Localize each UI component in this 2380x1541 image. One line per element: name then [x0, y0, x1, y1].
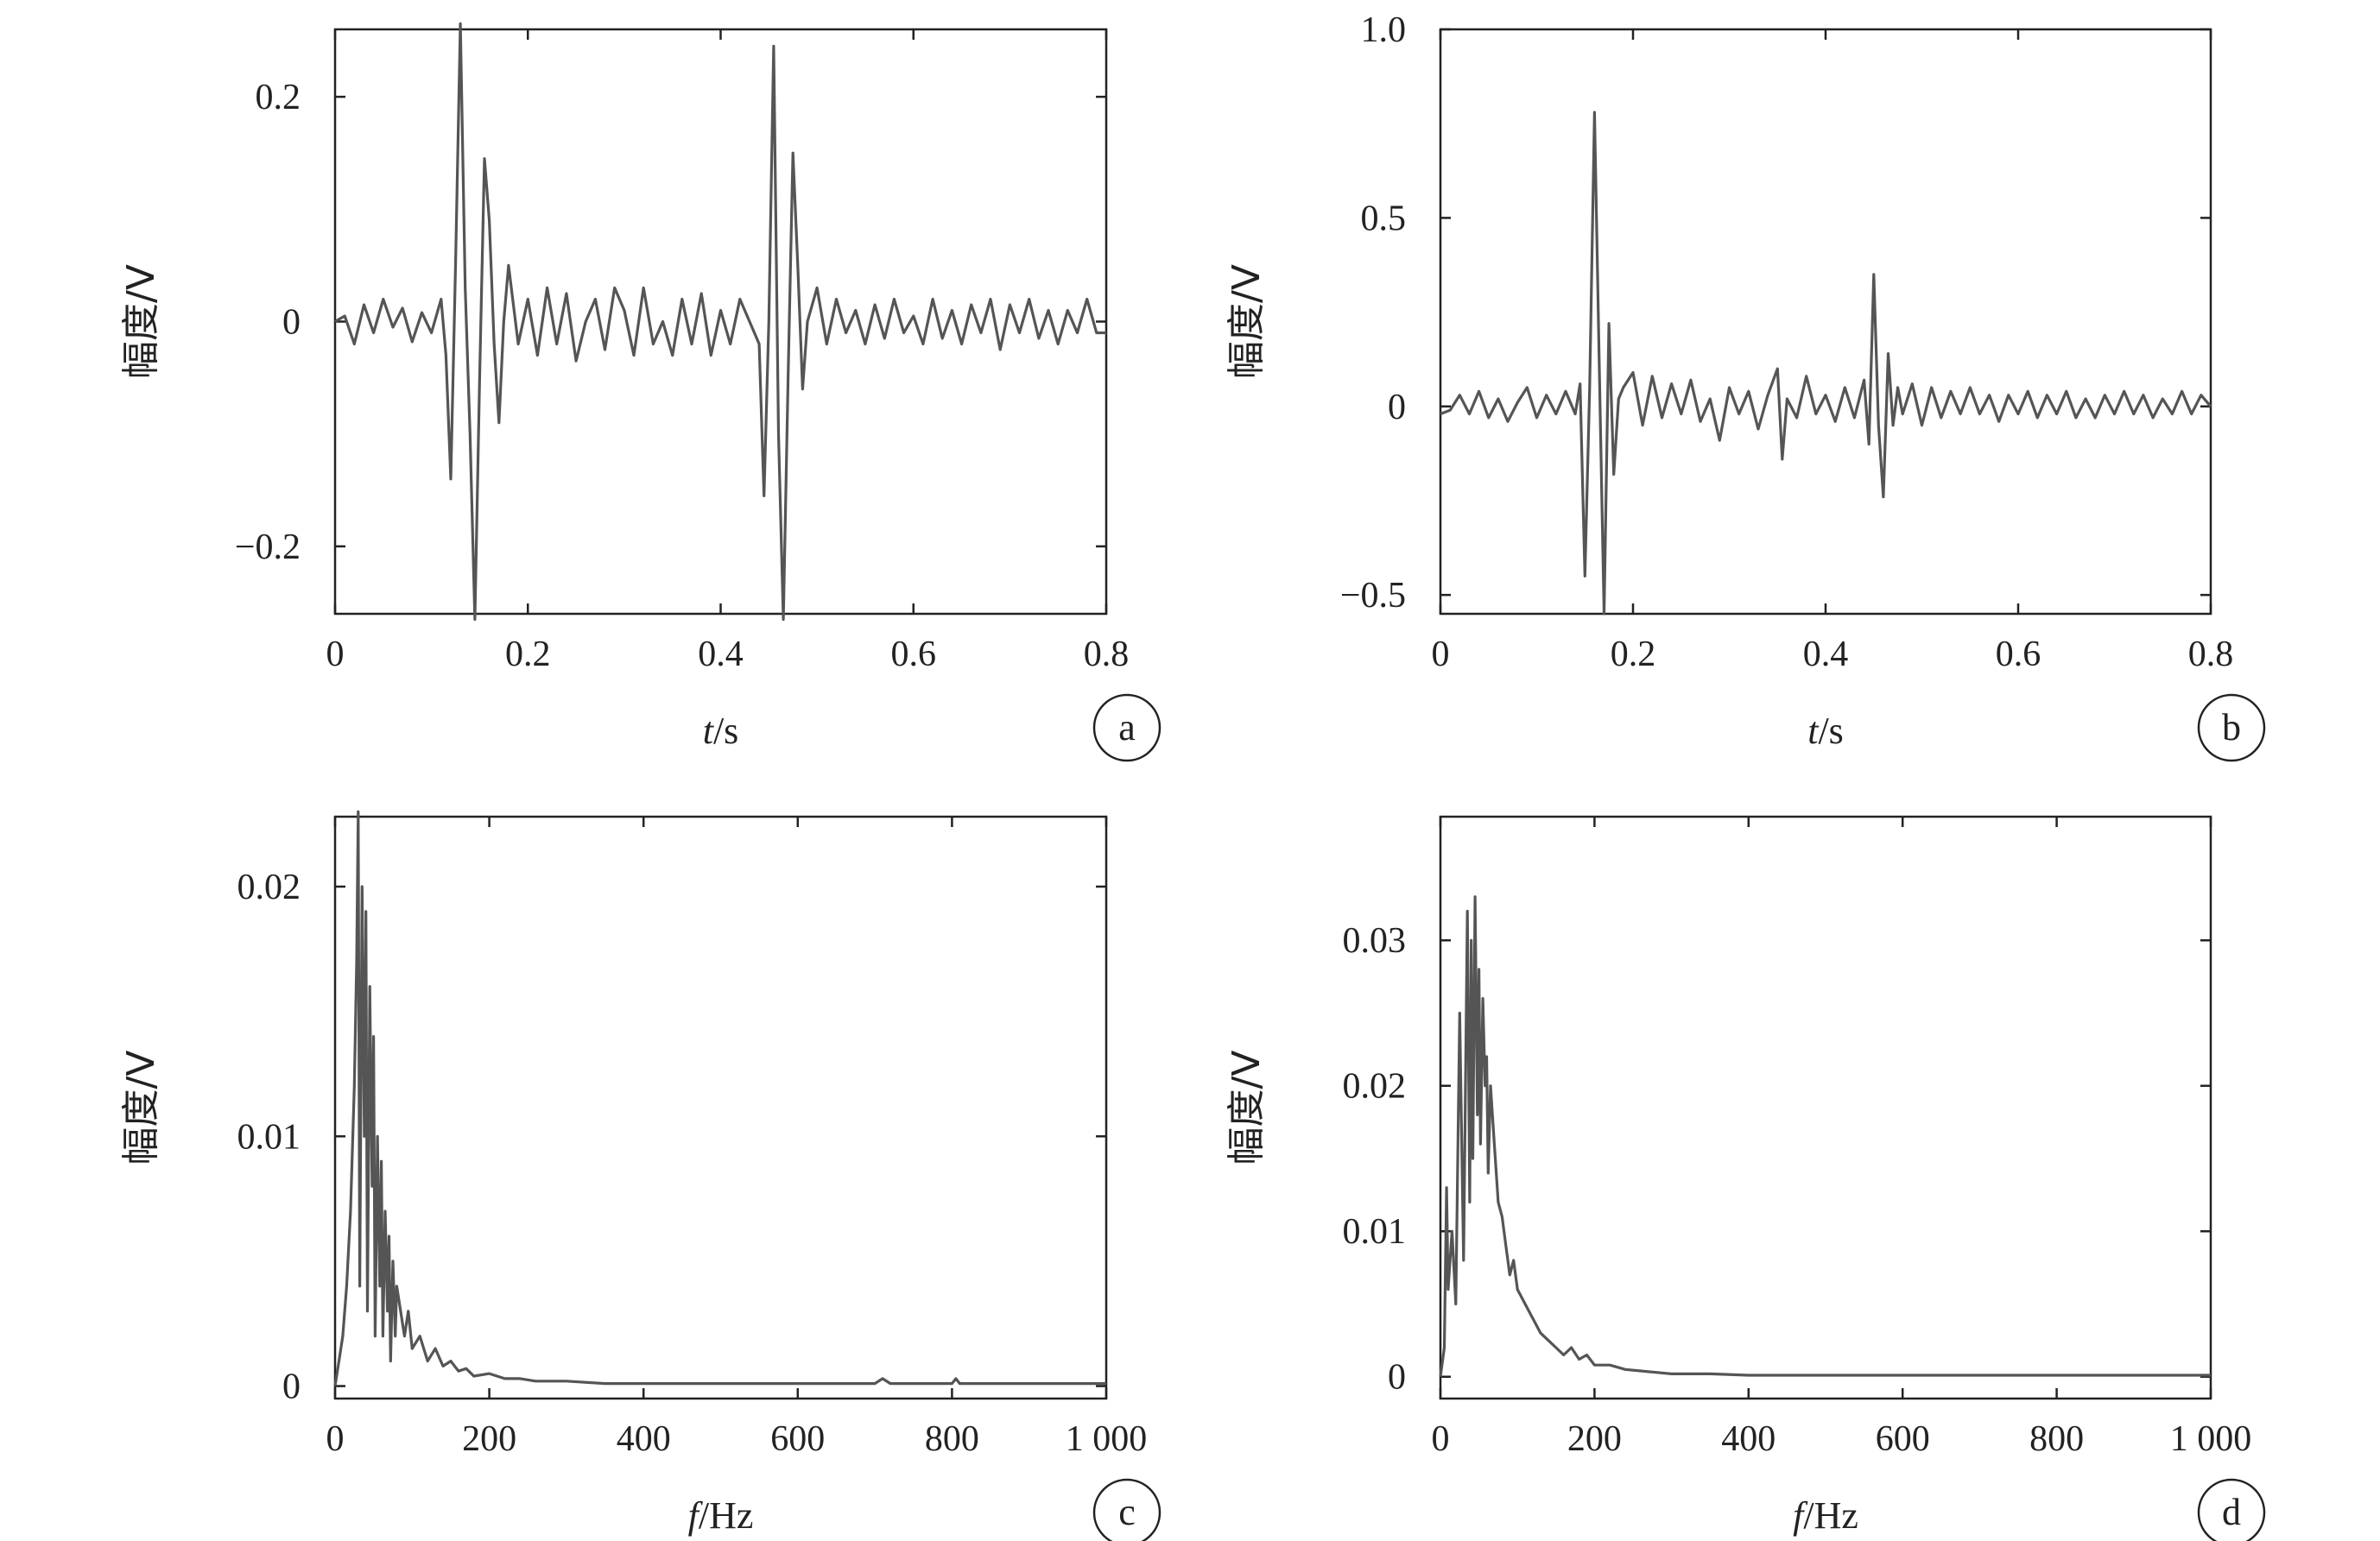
x-axis-label: f/Hz [688, 1494, 754, 1537]
x-tick-label: 0.6 [891, 635, 937, 674]
panel-badge [1092, 1478, 1162, 1541]
plot-frame [333, 815, 1108, 1400]
x-tick-label: 800 [925, 1419, 979, 1459]
y-axis-label: 幅度/V [119, 264, 163, 379]
x-axis-label: f/Hz [1793, 1494, 1858, 1537]
x-tick-label: 200 [462, 1419, 516, 1459]
panel-c: 0 200 400 600 800 1 000 0 0.01 0.02 f/Hz 幅度/V c [119, 810, 1162, 1541]
x-tick-label: 0 [326, 1419, 345, 1459]
x-tick-label: 0 [1432, 1419, 1450, 1459]
x-axis-unit: /Hz [1803, 1494, 1858, 1537]
y-tick-label: 0.01 [1343, 1212, 1407, 1252]
panel-letter: a [1118, 706, 1136, 748]
x-tick-label: 0.4 [698, 635, 744, 674]
y-tick-label: 0.02 [1343, 1067, 1407, 1107]
x-tick-label: 1 000 [1066, 1419, 1148, 1459]
panel-badge [2197, 1478, 2266, 1541]
plot-frame [1439, 815, 2212, 1400]
x-axis-unit: /s [713, 710, 738, 752]
x-tick-label: 400 [1721, 1419, 1776, 1459]
panel-badge [1092, 693, 1162, 762]
x-tick-label: 400 [617, 1419, 671, 1459]
y-axis-label: 幅度/V [119, 1051, 163, 1165]
y-tick-label: 1.0 [1361, 10, 1407, 50]
y-tick-label: −0.2 [235, 527, 301, 567]
x-tick-label: 800 [2029, 1419, 2084, 1459]
x-tick-label: 0.6 [1996, 635, 2041, 674]
x-tick-label: 0.2 [1611, 635, 1656, 674]
x-tick-label: 0.8 [1084, 635, 1130, 674]
y-tick-label: 0.2 [256, 78, 301, 117]
x-tick-label: 0.4 [1803, 635, 1849, 674]
panel-d: 0 200 400 600 800 1 000 0 0.01 0.02 0.03 f/Hz 幅度/V d [1225, 815, 2266, 1541]
x-axis-unit: /Hz [699, 1494, 754, 1537]
series-line [333, 810, 1106, 1386]
panel-a: 0 0.2 0.4 0.6 0.8 −0.2 0 0.2 t/s 幅度/V a [119, 22, 1162, 762]
y-tick-label: 0.03 [1343, 921, 1407, 961]
x-axis-variable: t [1807, 710, 1820, 752]
panel-badge [2197, 693, 2266, 762]
x-tick-label: 600 [770, 1419, 825, 1459]
y-tick-label: 0.5 [1361, 199, 1407, 238]
panel-b: 0 0.2 0.4 0.6 0.8 −0.5 0 0.5 1.0 t/s 幅度/V b [1225, 10, 2266, 762]
plot-frame [333, 28, 1108, 616]
x-tick-label: 0 [326, 635, 345, 674]
x-axis-label: t/s [1807, 710, 1844, 752]
x-tick-label: 0.8 [2188, 635, 2234, 674]
x-tick-label: 600 [1876, 1419, 1930, 1459]
x-tick-label: 0 [1432, 635, 1450, 674]
x-axis-label: t/s [703, 710, 739, 752]
y-tick-label: 0 [1388, 388, 1406, 427]
y-tick-label: 0 [282, 1367, 301, 1407]
x-tick-label: 200 [1567, 1419, 1622, 1459]
series-line [1440, 111, 2212, 616]
panel-letter: b [2222, 706, 2241, 748]
y-tick-label: 0 [282, 303, 301, 343]
series-line [1439, 895, 2211, 1377]
y-tick-label: 0 [1388, 1358, 1406, 1398]
x-tick-label: 1 000 [2170, 1419, 2252, 1459]
y-axis-label: 幅度/V [1225, 1051, 1269, 1165]
series-line [334, 22, 1106, 622]
panel-letter: c [1118, 1491, 1136, 1533]
x-tick-label: 0.2 [505, 635, 551, 674]
y-tick-label: −0.5 [1340, 576, 1406, 616]
x-axis-variable: t [703, 710, 715, 752]
y-axis-label: 幅度/V [1225, 264, 1269, 379]
plot-frame [1439, 28, 2212, 616]
x-axis-unit: /s [1818, 710, 1843, 752]
panel-letter: d [2222, 1491, 2241, 1533]
y-tick-label: 0.02 [237, 868, 301, 907]
y-tick-label: 0.01 [237, 1117, 301, 1157]
